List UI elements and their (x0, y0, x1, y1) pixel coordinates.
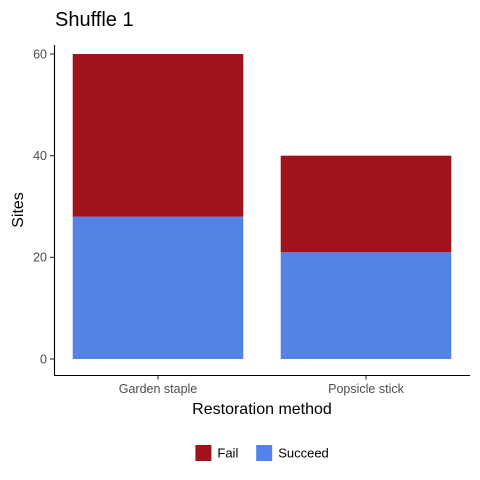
bars-layer (72, 54, 452, 359)
x-tick-label-popsicle-stick: Popsicle stick (328, 382, 404, 396)
x-axis-title: Restoration method (192, 401, 332, 418)
bar-garden-staple-succeed (72, 216, 244, 359)
legend-key-succeed (256, 445, 273, 461)
bar-garden-staple-fail (72, 54, 244, 217)
y-tick-label-0: 0 (40, 352, 47, 366)
legend: Fail Succeed (195, 445, 329, 461)
y-tick-label-40: 40 (33, 149, 47, 163)
legend-label-succeed: Succeed (278, 446, 329, 461)
x-tick-label-garden-staple: Garden staple (119, 382, 198, 396)
chart-title: Shuffle 1 (55, 9, 134, 31)
bar-popsicle-stick-succeed (280, 252, 452, 359)
x-ticks: Garden staple Popsicle stick (119, 375, 405, 396)
legend-key-fail (195, 445, 212, 461)
y-axis-title: Sites (10, 192, 27, 228)
y-tick-label-20: 20 (33, 251, 47, 265)
legend-label-fail: Fail (217, 446, 238, 461)
y-tick-label-60: 60 (33, 47, 47, 61)
bar-popsicle-stick-fail (280, 155, 452, 253)
y-ticks: 0 20 40 60 (33, 47, 55, 366)
